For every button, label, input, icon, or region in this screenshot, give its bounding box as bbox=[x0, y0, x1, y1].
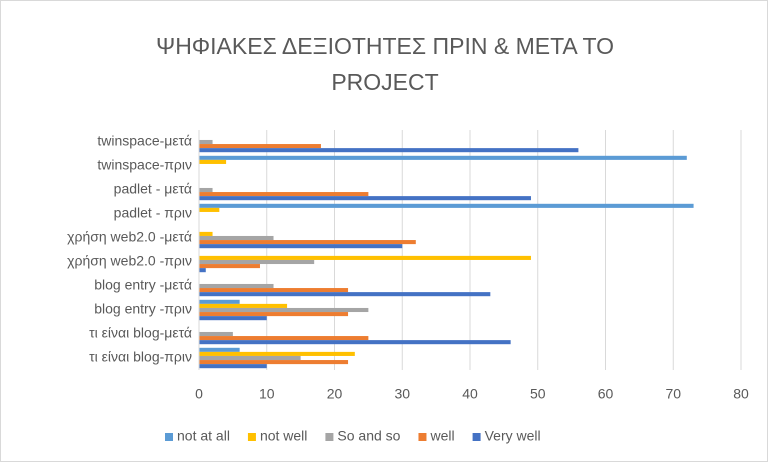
y-tick-label: blog entry -μετά bbox=[94, 277, 192, 293]
x-tick-label: 20 bbox=[327, 386, 343, 402]
y-tick-label: twinspace-μετά bbox=[97, 133, 192, 149]
bar bbox=[199, 351, 355, 356]
bar bbox=[199, 268, 206, 273]
chart-title: ΨΗΦΙΑΚΕΣ ΔΕΞΙΟΤΗΤΕΣ ΠΡΙΝ & ΜΕΤΑ ΤΟ PROJE… bbox=[155, 33, 614, 95]
bar bbox=[199, 255, 531, 260]
bar bbox=[199, 259, 315, 265]
bar bbox=[199, 307, 369, 313]
bar bbox=[199, 187, 213, 193]
x-tick-label: 70 bbox=[665, 386, 681, 402]
x-tick-label: 50 bbox=[530, 386, 546, 402]
legend-label: not well bbox=[260, 428, 307, 444]
y-tick-label: blog entry -πριν bbox=[94, 301, 192, 317]
bar bbox=[199, 292, 491, 297]
x-tick-label: 40 bbox=[462, 386, 478, 402]
x-tick-label: 60 bbox=[598, 386, 614, 402]
bar bbox=[199, 355, 301, 361]
bar bbox=[199, 148, 579, 153]
bar bbox=[199, 144, 321, 149]
bar bbox=[199, 283, 274, 289]
legend-swatch bbox=[325, 433, 334, 441]
bar bbox=[199, 264, 260, 269]
legend-swatch bbox=[418, 433, 427, 441]
bar bbox=[199, 288, 349, 293]
bar bbox=[199, 312, 349, 317]
y-tick-label: χρήση web2.0 -μετά bbox=[67, 229, 192, 245]
legend-label: So and so bbox=[337, 428, 400, 444]
legend-swatch bbox=[165, 433, 173, 441]
y-tick-label: twinspace-πριν bbox=[97, 157, 192, 173]
bar bbox=[199, 340, 511, 345]
bar bbox=[199, 316, 267, 321]
bar bbox=[199, 347, 240, 352]
bar bbox=[199, 235, 274, 241]
bar bbox=[199, 303, 288, 308]
x-tick-label: 0 bbox=[195, 386, 203, 402]
bar bbox=[199, 155, 687, 160]
bar bbox=[199, 207, 220, 212]
legend-swatch bbox=[247, 433, 256, 441]
y-tick-label: padlet - πριν bbox=[114, 205, 192, 221]
legend-swatch bbox=[472, 433, 481, 441]
y-tick-label: χρήση web2.0 -πριν bbox=[67, 253, 192, 269]
bar bbox=[199, 244, 403, 249]
bar bbox=[199, 240, 416, 245]
bar bbox=[199, 336, 369, 341]
y-tick-label: padlet - μετά bbox=[114, 181, 192, 197]
legend-label: well bbox=[429, 428, 454, 444]
bar bbox=[199, 360, 349, 365]
bar bbox=[199, 331, 233, 337]
x-tick-label: 80 bbox=[733, 386, 749, 402]
bar bbox=[199, 231, 213, 236]
legend-label: Very well bbox=[485, 428, 541, 444]
bar bbox=[199, 139, 213, 145]
bar bbox=[199, 192, 369, 197]
bar bbox=[199, 159, 227, 164]
bar bbox=[199, 203, 694, 208]
legend-label: not at all bbox=[177, 428, 230, 444]
y-tick-label: τι είναι blog-μετά bbox=[89, 325, 192, 341]
bar bbox=[199, 196, 531, 201]
bar bbox=[199, 299, 240, 304]
x-tick-label: 10 bbox=[259, 386, 275, 402]
bar bbox=[199, 364, 267, 369]
y-tick-label: τι είναι blog-πριν bbox=[89, 349, 192, 365]
x-tick-label: 30 bbox=[394, 386, 410, 402]
